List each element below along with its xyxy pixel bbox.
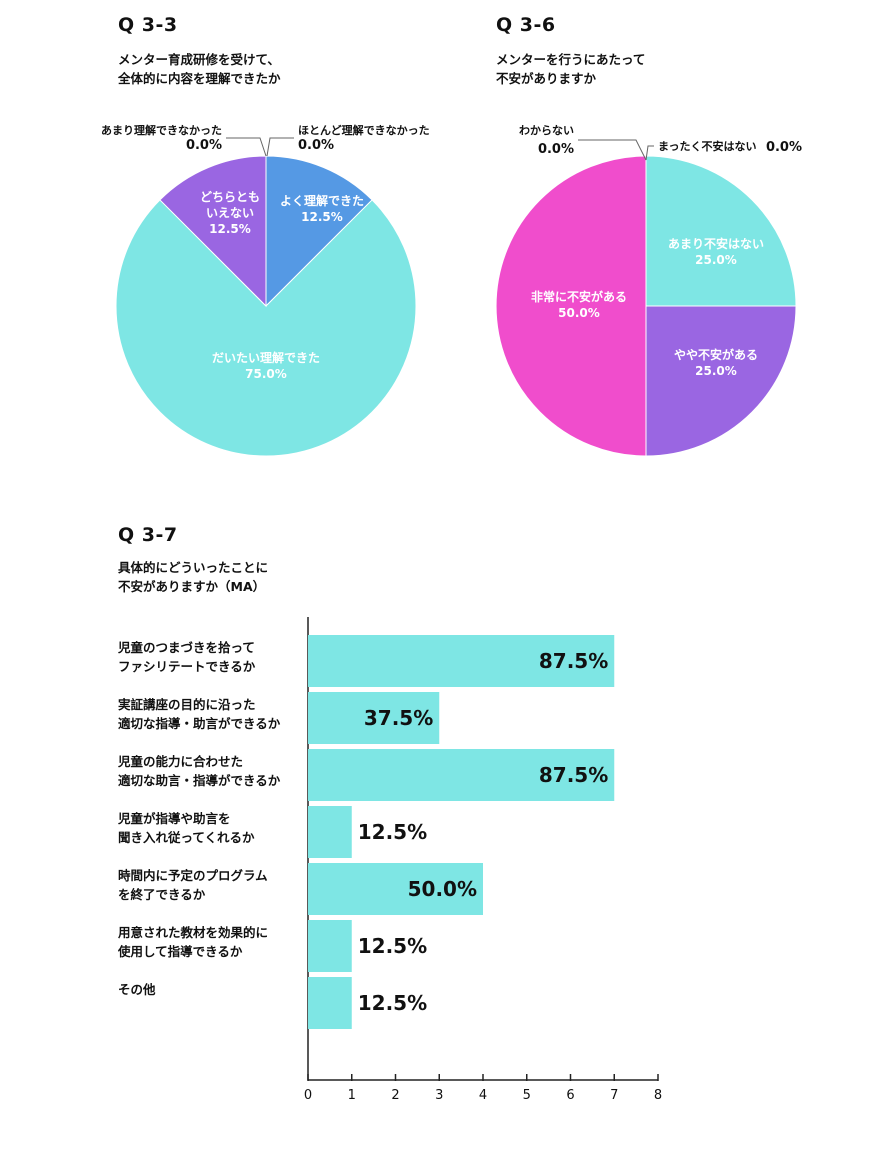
q37-bar-value-label: 12.5%: [358, 820, 427, 844]
q33-slice-0: [265, 155, 373, 308]
q33-subtitle: メンター育成研修を受けて、 全体的に内容を理解できたか: [118, 52, 281, 86]
q37-category-label: 時間内に予定のプログラム を終了できるか: [118, 868, 268, 902]
q37-category-label: 児童のつまづきを拾って ファシリテートできるか: [118, 640, 256, 674]
q37-x-tick-label: 2: [391, 1088, 399, 1103]
q36-slice-label-0: あまり不安はない 25.0%: [668, 236, 764, 267]
q37-title: Q 3-7: [118, 524, 178, 546]
q37-x-tick-label: 5: [523, 1088, 531, 1103]
q33-title: Q 3-3: [118, 14, 178, 36]
q36-title: Q 3-6: [496, 14, 556, 36]
q36-slice-1: [645, 305, 797, 457]
q37-x-tick-label: 3: [435, 1088, 443, 1103]
q37-x-tick-label: 6: [566, 1088, 574, 1103]
q37-x-tick-label: 8: [654, 1088, 662, 1103]
q37-x-tick-label: 7: [610, 1088, 618, 1103]
q36-outside-value-4: 0.0%: [766, 140, 802, 155]
q37-bar-chart: 0 1 2 3 4 5 6 7 8 87.5% 37.5% 87.5% 12.5% 50.0% 12.5% 1…: [304, 617, 662, 1103]
q36-pie-chart: あまり不安はない 25.0% やや不安がある 25.0% 非常に不安がある 50.0% わか…: [495, 124, 802, 457]
q33-leader-line-4: [266, 137, 294, 157]
q36-leader-line-4: [645, 145, 654, 161]
q33-pie-chart: よく理解できた 12.5% だいたい理解できた 75.0% どちらともいえない 12.5%…: [101, 123, 430, 457]
q36-outside-label-3: わからない: [519, 124, 574, 137]
q37-bar: [308, 920, 352, 972]
q37-bar: [308, 806, 352, 858]
q36-slice-2: [495, 155, 647, 457]
q37-bar-value-label: 12.5%: [358, 991, 427, 1015]
q33-slice-label-1: だいたい理解できた 75.0%: [212, 350, 320, 381]
q36-slice-label-2: 非常に不安がある 50.0%: [531, 289, 627, 320]
q37-bar: [308, 635, 615, 687]
q37-bar: [308, 863, 483, 915]
q37-x-tick-label: 4: [479, 1088, 487, 1103]
q36-outside-label-4: まったく不安はない: [658, 139, 757, 153]
q37-subtitle: 具体的にどういったことに 不安がありますか（MA）: [118, 560, 269, 594]
q37-x-tick-label: 1: [348, 1088, 356, 1103]
q33-slice-label-2: どちらともいえない 12.5%: [200, 190, 260, 236]
q33-slice-1: [115, 199, 417, 457]
q36-slice-label-1: やや不安がある 25.0%: [674, 347, 758, 378]
q37-bar-value-label: 12.5%: [358, 934, 427, 958]
q37-category-label: 児童の能力に合わせた 適切な助言・指導ができるか: [118, 754, 281, 788]
q36-subtitle: メンターを行うにあたって 不安がありますか: [496, 52, 646, 86]
q33-slice-2: [159, 155, 267, 308]
q37-bar-value-label: 50.0%: [408, 877, 477, 901]
q37-category-label: その他: [118, 982, 156, 997]
q37-category-label: 児童が指導や助言を 聞き入れ従ってくれるか: [118, 811, 255, 845]
q37-bar-value-label: 37.5%: [364, 706, 433, 730]
q33-outside-label-4: ほとんど理解できなかった: [298, 123, 430, 137]
q37-bar-value-label: 87.5%: [539, 763, 608, 787]
q37-bar: [308, 692, 440, 744]
q36-slice-0: [645, 155, 797, 307]
q37-bar: [308, 749, 615, 801]
q33-slice-label-0: よく理解できた 12.5%: [280, 193, 364, 224]
q33-outside-value-4: 0.0%: [298, 138, 334, 153]
q33-outside-value-3: 0.0%: [186, 138, 222, 153]
q36-outside-value-3: 0.0%: [538, 142, 574, 157]
q37-category-label: 実証講座の目的に沿った 適切な指導・助言ができるか: [118, 697, 281, 731]
q36-leader-line-3: [578, 139, 647, 161]
q33-outside-label-3: あまり理解できなかった: [101, 123, 222, 137]
q37-bar-value-label: 87.5%: [539, 649, 608, 673]
q33-leader-line-3: [226, 137, 267, 157]
q37-x-tick-label: 0: [304, 1088, 312, 1103]
q37-category-label: 用意された教材を効果的に 使用して指導できるか: [118, 925, 269, 959]
q37-bar: [308, 977, 352, 1029]
